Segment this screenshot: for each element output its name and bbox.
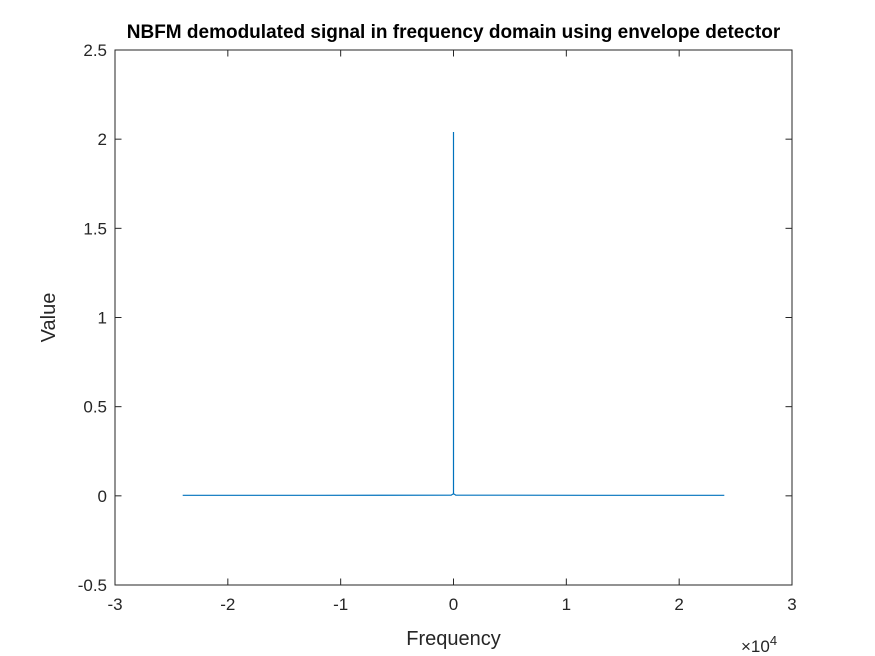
tick-layer: -3 -2 -1 0 1 2 3 -0.5 0 0.5 1 1.5 2 2.5 xyxy=(78,41,797,614)
x-axis-exponent: ×104 xyxy=(741,633,777,656)
series-layer xyxy=(182,132,725,496)
y-tick-label: 0.5 xyxy=(83,398,107,417)
x-axis-exponent-base: ×10 xyxy=(741,637,770,656)
x-tick-label: 1 xyxy=(562,595,571,614)
x-tick-label: 2 xyxy=(674,595,683,614)
x-tick-label: 0 xyxy=(449,595,458,614)
y-axis-label: Value xyxy=(38,293,60,343)
y-tick-label: 2.5 xyxy=(83,41,107,60)
y-tick-label: 2 xyxy=(98,130,107,149)
y-tick-label: 1.5 xyxy=(83,219,107,238)
y-tick-label: 0 xyxy=(98,487,107,506)
series-line-1 xyxy=(182,132,725,496)
x-tick-label: -1 xyxy=(333,595,348,614)
chart-title: NBFM demodulated signal in frequency dom… xyxy=(127,22,781,43)
y-tick-label: 1 xyxy=(98,309,107,328)
x-axis-label: Frequency xyxy=(406,628,501,650)
x-tick-label: -3 xyxy=(107,595,122,614)
x-axis-exponent-power: 4 xyxy=(770,633,777,648)
y-tick-label: -0.5 xyxy=(78,576,107,595)
x-tick-label: 3 xyxy=(787,595,796,614)
x-tick-label: -2 xyxy=(220,595,235,614)
